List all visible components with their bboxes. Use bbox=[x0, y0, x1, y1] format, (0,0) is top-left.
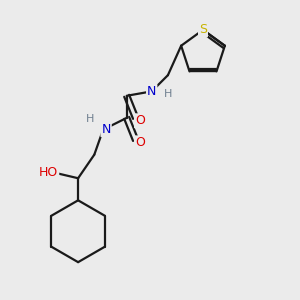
Text: O: O bbox=[135, 114, 145, 127]
Text: N: N bbox=[101, 123, 111, 136]
Text: HO: HO bbox=[39, 166, 58, 179]
Text: O: O bbox=[135, 136, 145, 149]
Text: H: H bbox=[164, 89, 172, 99]
Text: N: N bbox=[147, 85, 156, 98]
Text: S: S bbox=[199, 23, 207, 36]
Text: H: H bbox=[86, 114, 94, 124]
